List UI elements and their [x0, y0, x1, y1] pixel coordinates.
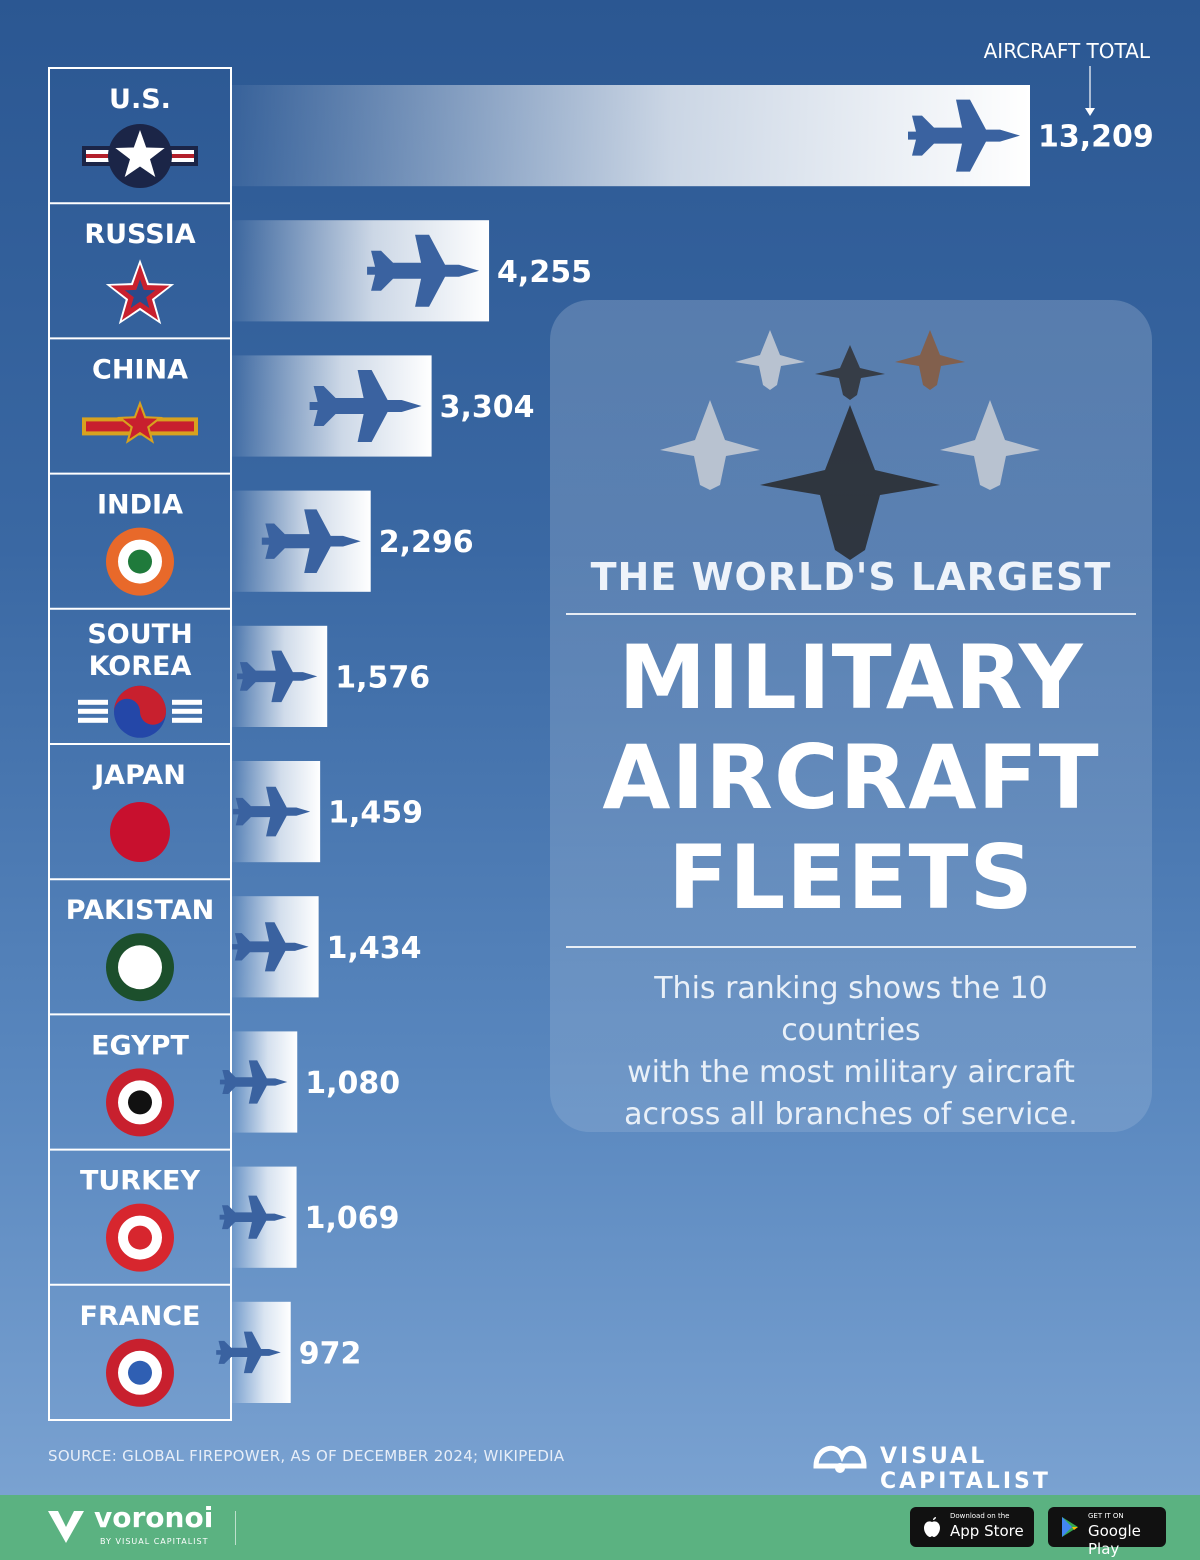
fighter-jets-illustration-icon	[660, 330, 1040, 560]
south-korea-roundel-icon-trigram-right	[172, 699, 202, 705]
chart-row: 1,434 PAKISTAN	[49, 878, 422, 1002]
country-label: KOREA	[89, 651, 192, 682]
fleet-bar-chart: AIRCRAFT TOTAL 13,209 U.S. 4,255 RUSSIA 3,304…	[49, 39, 1154, 1407]
fighter-jet-icon	[309, 370, 422, 442]
voronoi-subtitle: BY VISUAL CAPITALIST	[100, 1537, 209, 1546]
country-label: CHINA	[92, 354, 188, 385]
chart-row: 1,459 JAPAN	[49, 743, 423, 863]
fighter-jet-icon	[908, 99, 1020, 172]
source-note: SOURCE: GLOBAL FIREPOWER, AS OF DECEMBER…	[48, 1447, 565, 1465]
bottom-divider	[566, 946, 1136, 948]
chart-row: 1,069 TURKEY	[49, 1148, 400, 1272]
description-line-1: This ranking shows the 10 countries	[654, 971, 1048, 1048]
bar-value-label: 4,255	[497, 255, 592, 290]
bar-value-label: 2,296	[379, 525, 474, 560]
country-label: U.S.	[109, 84, 171, 115]
footer-divider	[235, 1511, 236, 1545]
south-korea-roundel-icon-trigram-left	[78, 699, 108, 705]
bar-value-label: 1,080	[305, 1066, 400, 1101]
title-line-3: FLEETS	[668, 826, 1034, 929]
chart-row: 2,296 INDIA	[49, 472, 474, 596]
fighter-jet-icon	[232, 786, 311, 837]
chart-row: 1,080 EGYPT	[49, 1013, 400, 1137]
country-label: RUSSIA	[84, 219, 195, 250]
app-store-label: App Store	[950, 1522, 1024, 1540]
chart-row: 4,255 RUSSIA	[49, 202, 592, 325]
country-label: INDIA	[97, 490, 183, 521]
description-line-2: with the most military aircraft	[627, 1055, 1075, 1090]
country-label: EGYPT	[91, 1030, 189, 1061]
app-store-small-label: Download on the	[950, 1512, 1010, 1520]
title-card: THE WORLD'S LARGEST MILITARY AIRCRAFT FL…	[550, 300, 1152, 1132]
fighter-jet-icon	[261, 509, 361, 573]
country-label: TURKEY	[80, 1166, 200, 1197]
turkey-roundel-icon-ring	[128, 1225, 152, 1250]
google-play-label: Google Play	[1088, 1522, 1141, 1558]
visual-capitalist-wordmark: VISUAL CAPITALIST	[880, 1444, 1051, 1494]
south-korea-roundel-icon-trigram-left	[78, 708, 108, 714]
visual-capitalist-logo: VISUAL CAPITALIST	[812, 1436, 1152, 1494]
bar-value-label: 1,576	[335, 660, 430, 695]
fighter-jet-icon	[219, 1195, 287, 1239]
south-korea-roundel-icon-trigram-right	[172, 708, 202, 714]
bar-value-label: 13,209	[1038, 120, 1154, 155]
top-divider	[566, 613, 1136, 615]
value-axis-label: AIRCRAFT TOTAL	[984, 39, 1151, 63]
visual-capitalist-mark-icon	[813, 1445, 867, 1473]
fighter-jet-icon	[237, 650, 318, 703]
bar	[232, 85, 1030, 187]
google-play-button[interactable]: GET IT ON Google Play	[1048, 1507, 1166, 1558]
south-korea-roundel-icon-trigram-right	[172, 717, 202, 723]
bar-value-label: 972	[299, 1336, 362, 1371]
japan-roundel-icon	[110, 802, 170, 862]
fighter-jet-icon	[219, 1060, 288, 1104]
pakistan-roundel-icon-ring	[118, 945, 162, 990]
bar-value-label: 1,069	[305, 1201, 400, 1236]
france-roundel-icon-ring	[128, 1360, 152, 1385]
bar-value-label: 1,434	[327, 931, 422, 966]
chart-row: 3,304 CHINA	[49, 337, 535, 457]
country-label: PAKISTAN	[66, 895, 214, 926]
footer-bar: voronoi BY VISUAL CAPITALIST Download on…	[0, 1495, 1200, 1560]
bar-value-label: 3,304	[440, 390, 535, 425]
russia-star-icon-center	[124, 279, 156, 309]
google-play-icon	[1062, 1517, 1078, 1537]
fighter-jet-icon	[216, 1331, 281, 1374]
china-roundel-icon	[122, 406, 158, 439]
country-label: JAPAN	[92, 760, 186, 791]
fighter-jet-icon	[232, 922, 309, 972]
south-korea-roundel-icon-trigram-left	[78, 717, 108, 723]
app-store-button[interactable]: Download on the App Store	[910, 1507, 1034, 1547]
google-play-small-label: GET IT ON	[1088, 1512, 1124, 1520]
chart-row: 972 FRANCE	[49, 1283, 362, 1407]
india-roundel-icon-ring	[128, 549, 152, 574]
egypt-roundel-icon-ring	[128, 1090, 152, 1115]
fighter-jet-icon	[367, 234, 480, 307]
title-line-1: MILITARY	[618, 626, 1084, 729]
description-line-3: across all branches of service.	[624, 1097, 1078, 1132]
voronoi-logo-icon	[48, 1511, 84, 1543]
country-label: FRANCE	[80, 1301, 201, 1332]
bar-value-label: 1,459	[328, 796, 423, 831]
description: This ranking shows the 10 countries with…	[580, 968, 1122, 1136]
title-line-2: AIRCRAFT	[602, 726, 1100, 829]
us-roundel-icon	[115, 130, 165, 177]
country-label: SOUTH	[87, 619, 192, 650]
pre-title: THE WORLD'S LARGEST	[590, 555, 1112, 599]
value-axis-arrowhead-icon	[1085, 108, 1095, 116]
voronoi-wordmark[interactable]: voronoi	[94, 1501, 214, 1534]
chart-row: 13,209 U.S.	[82, 84, 1154, 188]
south-korea-roundel-icon-red	[114, 685, 166, 725]
apple-icon	[924, 1517, 940, 1537]
